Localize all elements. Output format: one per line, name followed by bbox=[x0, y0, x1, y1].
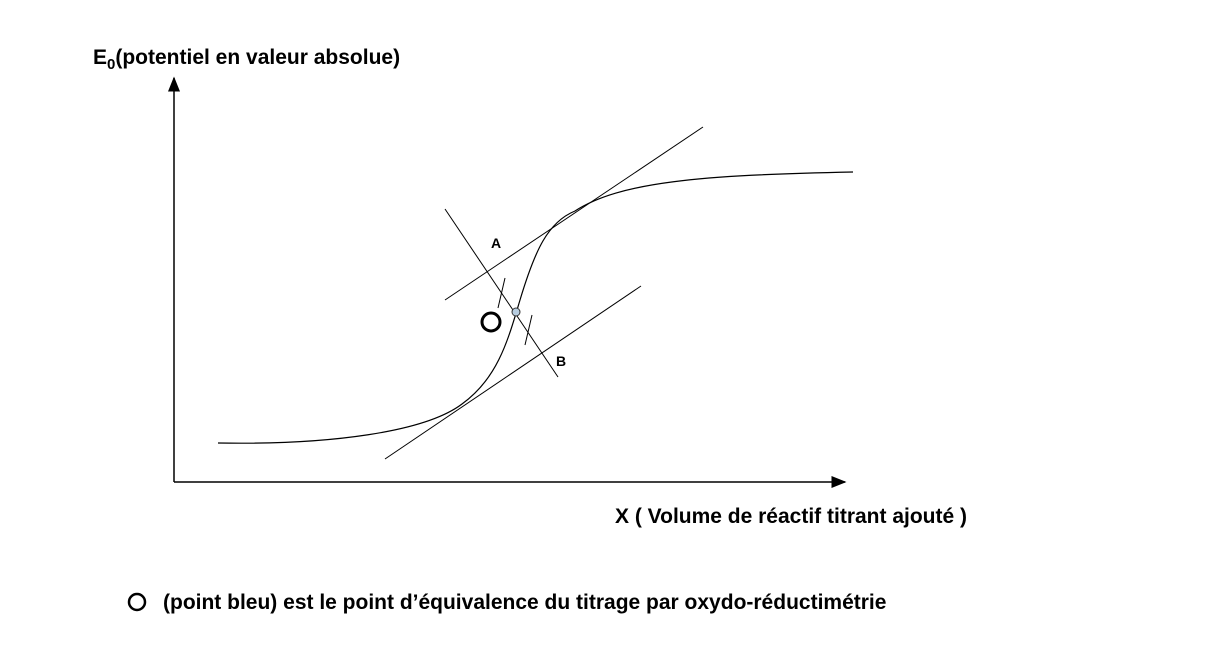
titration-curve bbox=[217, 171, 854, 444]
y-axis-label: E0(potentiel en valeur absolue) bbox=[93, 46, 400, 73]
circle-marker bbox=[480, 311, 502, 333]
y-axis-text: (potentiel en valeur absolue) bbox=[115, 46, 400, 69]
x-axis-label: X ( Volume de réactif titrant ajouté ) bbox=[615, 505, 967, 528]
equivalence-point bbox=[511, 307, 521, 317]
caption: (point bleu) est le point d’équivalence … bbox=[163, 591, 886, 614]
midpoint-tick bbox=[524, 314, 533, 346]
midpoint-tick bbox=[497, 277, 506, 309]
caption-marker bbox=[127, 592, 147, 612]
label-a: A bbox=[491, 235, 501, 251]
label-b: B bbox=[556, 353, 566, 369]
y-axis-symbol: E bbox=[93, 46, 107, 69]
tangent-a bbox=[444, 126, 704, 301]
y-axis-subscript: 0 bbox=[107, 56, 115, 73]
tangent-b bbox=[384, 285, 642, 460]
